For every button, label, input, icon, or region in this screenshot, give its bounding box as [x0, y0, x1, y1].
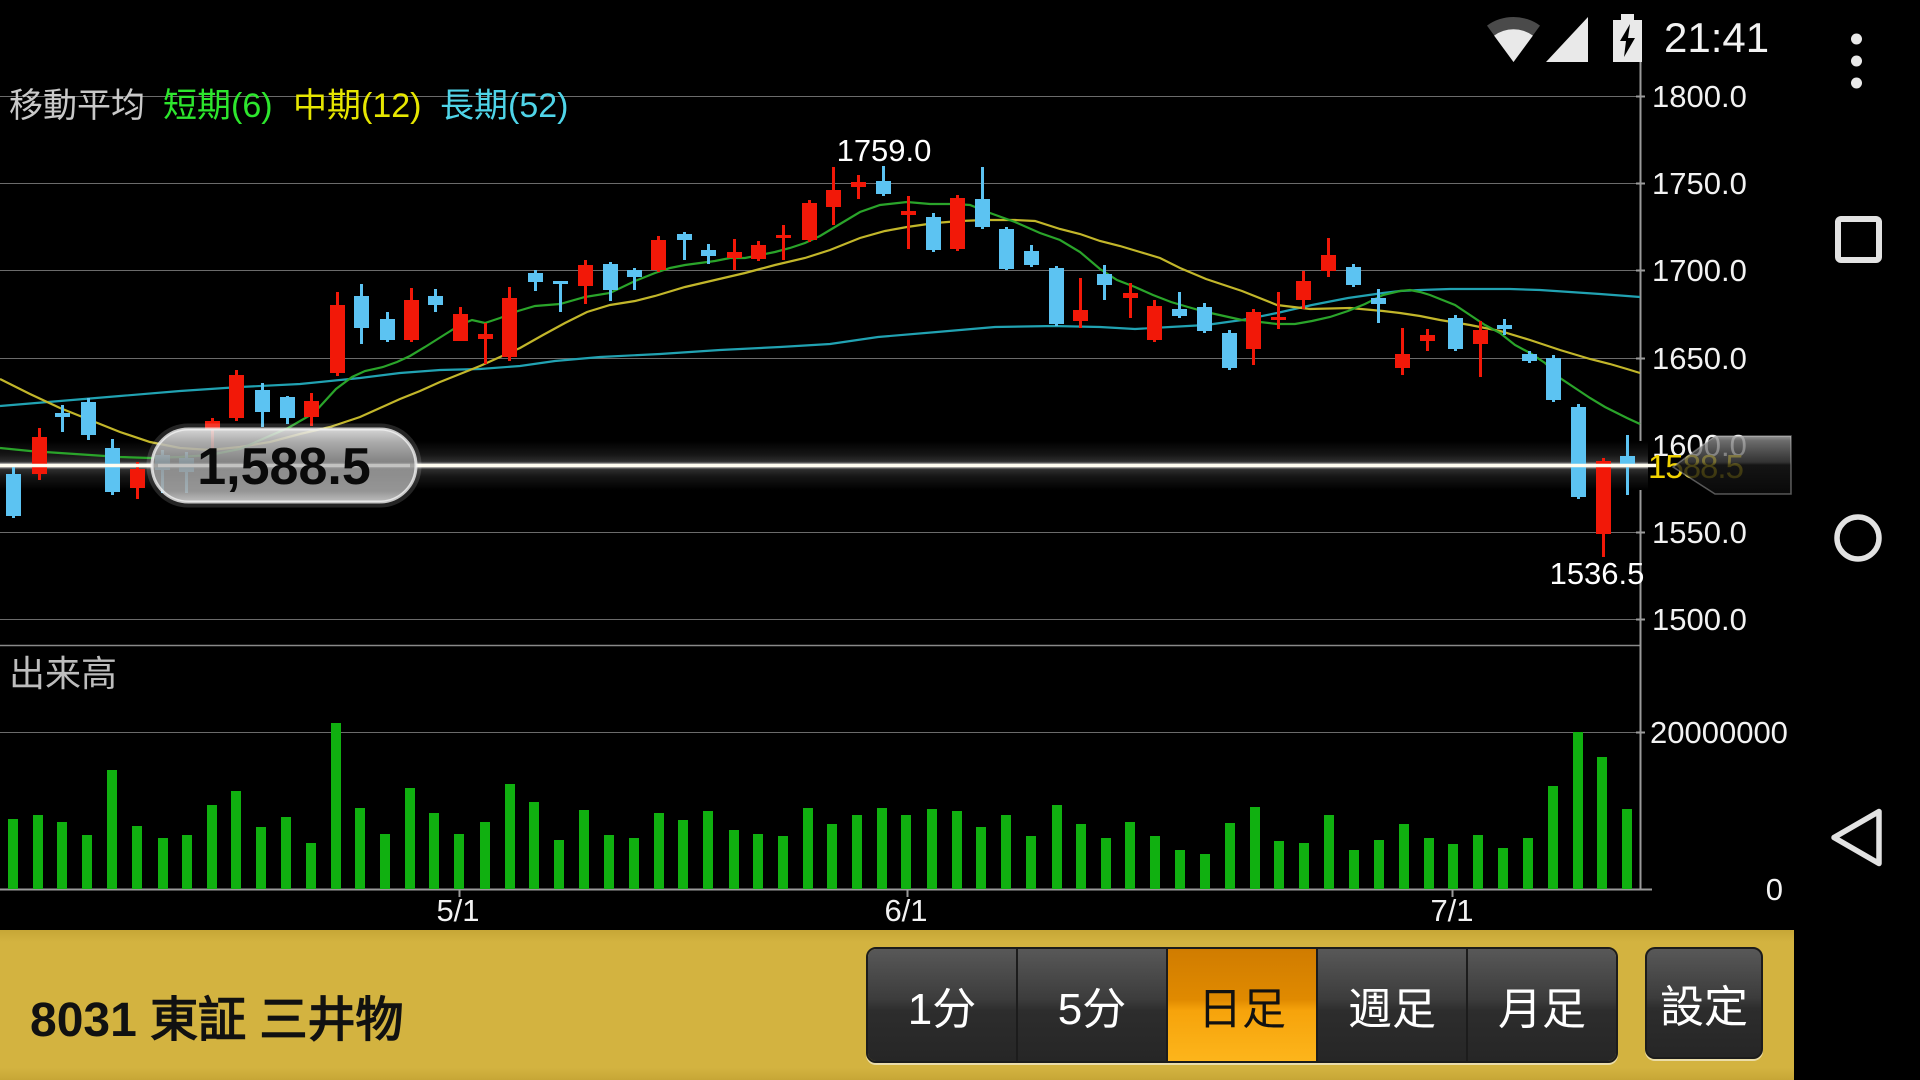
- svg-text:出来高: 出来高: [9, 653, 117, 694]
- svg-text:7/1: 7/1: [1430, 893, 1473, 928]
- svg-text:1750.0: 1750.0: [1652, 166, 1747, 201]
- svg-text:移動平均: 移動平均: [9, 87, 145, 125]
- svg-text:1550.0: 1550.0: [1652, 515, 1747, 550]
- svg-text:1,588.5: 1,588.5: [197, 438, 371, 496]
- svg-text:1536.5: 1536.5: [1550, 556, 1645, 591]
- svg-text:1759.0: 1759.0: [837, 133, 932, 168]
- svg-text:1500.0: 1500.0: [1652, 602, 1747, 637]
- svg-text:中期(12): 中期(12): [293, 87, 421, 125]
- svg-text:1700.0: 1700.0: [1652, 253, 1747, 288]
- svg-text:1650.0: 1650.0: [1652, 341, 1747, 376]
- svg-text:0: 0: [1766, 872, 1783, 907]
- svg-text:1800.0: 1800.0: [1652, 79, 1747, 114]
- svg-text:21:41: 21:41: [1664, 14, 1769, 61]
- svg-text:5/1: 5/1: [436, 893, 479, 928]
- svg-text:長期(52): 長期(52): [440, 87, 568, 125]
- svg-text:短期(6): 短期(6): [163, 87, 273, 125]
- svg-text:20000000: 20000000: [1650, 715, 1788, 750]
- svg-text:6/1: 6/1: [884, 893, 927, 928]
